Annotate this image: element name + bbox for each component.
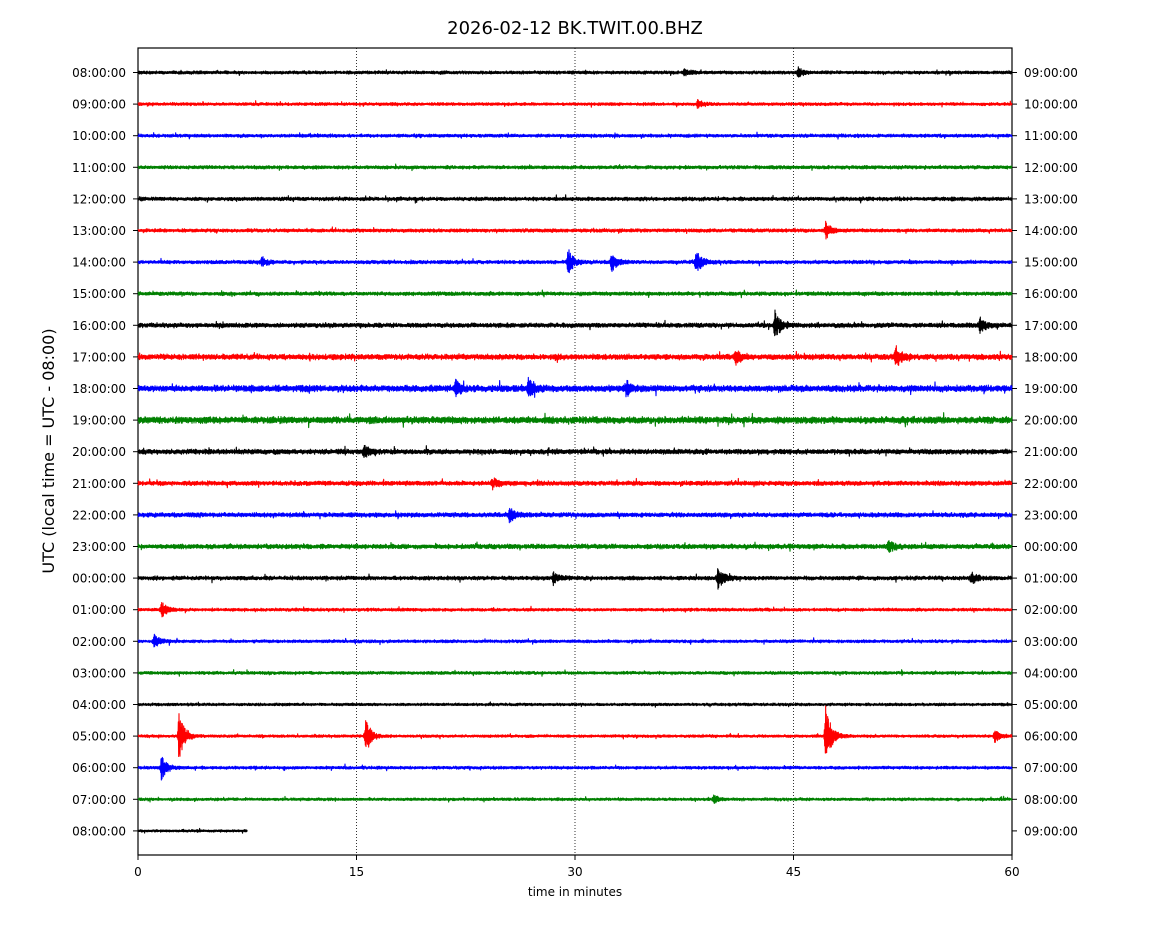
trace-050000-21 [137,705,1013,758]
x-axis-label: time in minutes [528,885,622,899]
x-tick-label: 30 [567,865,582,879]
utc-label: 09:00:00 [72,98,126,112]
local-label: 12:00:00 [1024,161,1078,175]
utc-label: 12:00:00 [72,192,126,206]
trace-160000-8 [137,309,1013,337]
trace-210000-13 [137,477,1013,491]
trace-070000-23 [137,794,1013,804]
utc-label: 15:00:00 [72,287,126,301]
trace-200000-12 [137,444,1013,459]
local-label: 11:00:00 [1024,129,1078,143]
gridlines [356,48,794,855]
local-label: 03:00:00 [1024,635,1078,649]
local-label: 23:00:00 [1024,508,1078,522]
trace-110000-3 [137,163,1013,172]
utc-label: 20:00:00 [72,445,126,459]
utc-label: 02:00:00 [72,635,126,649]
utc-label: 01:00:00 [72,603,126,617]
utc-label: 08:00:00 [72,66,126,80]
utc-label: 03:00:00 [72,666,126,680]
trace-060000-22 [137,756,1013,781]
trace-130000-5 [137,220,1013,240]
chart-title: 2026-02-12 BK.TWIT.00.BHZ [447,18,703,39]
local-label: 10:00:00 [1024,98,1078,112]
y-axis-label: UTC (local time = UTC - 08:00) [39,328,58,573]
trace-230000-15 [137,540,1013,553]
local-label: 21:00:00 [1024,445,1078,459]
trace-090000-1 [137,99,1013,109]
utc-label: 16:00:00 [72,319,126,333]
utc-label: 08:00:00 [72,824,126,838]
trace-000000-16 [137,568,1013,590]
utc-label: 19:00:00 [72,414,126,428]
trace-140000-6 [137,249,1013,274]
utc-time-labels: 08:00:00 09:00:00 10:00:00 11:00:00 12:00:00… [72,66,138,838]
utc-label: 18:00:00 [72,382,126,396]
x-tick-label: 45 [786,865,801,879]
utc-label: 04:00:00 [72,698,126,712]
local-label: 14:00:00 [1024,224,1078,238]
local-label: 02:00:00 [1024,603,1078,617]
utc-label: 22:00:00 [72,508,126,522]
local-label: 06:00:00 [1024,730,1078,744]
x-tick-label: 15 [349,865,364,879]
trace-220000-14 [137,507,1013,524]
local-label: 05:00:00 [1024,698,1078,712]
local-label: 09:00:00 [1024,824,1078,838]
local-label: 07:00:00 [1024,761,1078,775]
utc-label: 07:00:00 [72,793,126,807]
utc-label: 23:00:00 [72,540,126,554]
local-label: 20:00:00 [1024,414,1078,428]
trace-030000-19 [137,669,1013,677]
trace-020000-18 [137,633,1013,648]
local-time-labels: 09:00:00 10:00:00 11:00:00 12:00:00 13:00:00… [1012,66,1078,838]
local-label: 08:00:00 [1024,793,1078,807]
trace-190000-11 [137,412,1013,429]
utc-label: 05:00:00 [72,730,126,744]
local-label: 18:00:00 [1024,350,1078,364]
trace-080000-0 [137,66,1013,78]
utc-label: 13:00:00 [72,224,126,238]
local-label: 16:00:00 [1024,287,1078,301]
local-label: 01:00:00 [1024,572,1078,586]
local-label: 15:00:00 [1024,256,1078,270]
trace-100000-2 [137,131,1013,140]
utc-label: 21:00:00 [72,477,126,491]
trace-080000-24 [137,827,248,834]
utc-label: 14:00:00 [72,256,126,270]
utc-label: 17:00:00 [72,350,126,364]
trace-170000-9 [137,345,1013,366]
trace-040000-20 [137,701,1013,708]
utc-label: 00:00:00 [72,572,126,586]
trace-010000-17 [137,602,1013,618]
trace-150000-7 [137,289,1013,299]
x-axis-ticks: 0 15 30 45 60 [134,855,1020,879]
utc-label: 10:00:00 [72,129,126,143]
local-label: 04:00:00 [1024,666,1078,680]
utc-label: 06:00:00 [72,761,126,775]
local-label: 09:00:00 [1024,66,1078,80]
trace-180000-10 [137,376,1013,398]
x-tick-label: 0 [134,865,142,879]
local-label: 19:00:00 [1024,382,1078,396]
x-tick-label: 60 [1004,865,1019,879]
seismic-traces [137,66,1013,834]
local-label: 13:00:00 [1024,192,1078,206]
local-label: 00:00:00 [1024,540,1078,554]
utc-label: 11:00:00 [72,161,126,175]
local-label: 17:00:00 [1024,319,1078,333]
trace-120000-4 [137,194,1013,204]
local-label: 22:00:00 [1024,477,1078,491]
